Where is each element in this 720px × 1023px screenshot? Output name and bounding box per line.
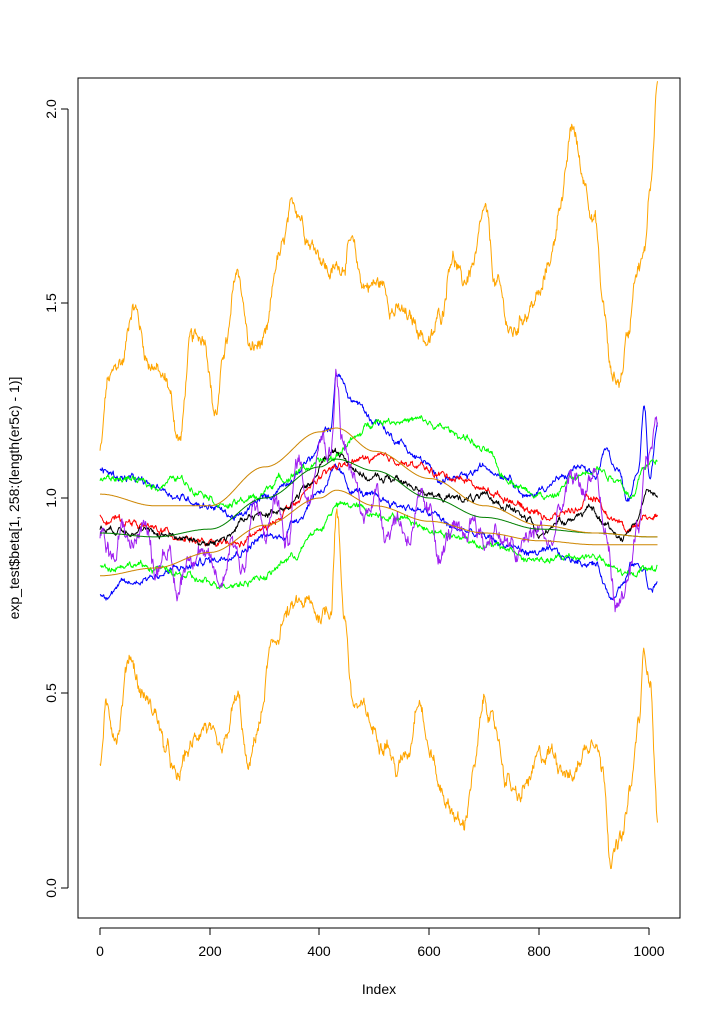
x-tick-label: 0 (96, 943, 104, 959)
y-axis: 0.0 0.5 1.0 1.5 2.0 (43, 99, 69, 898)
series-layer (99, 81, 658, 870)
y-tick: 1.5 (43, 293, 68, 313)
x-tick-label: 800 (527, 943, 551, 959)
y-tick-label: 2.0 (43, 99, 59, 119)
x-tick: 0 (96, 928, 104, 959)
series-line-1 (99, 508, 658, 870)
y-tick-label: 0.0 (43, 878, 59, 898)
series-line-8 (99, 368, 658, 613)
y-tick: 0.5 (43, 683, 68, 703)
series-line-9 (100, 458, 658, 538)
series-line-10 (100, 427, 658, 538)
x-tick-label: 200 (198, 943, 222, 959)
y-tick: 1.0 (43, 488, 68, 508)
series-line-5 (99, 500, 658, 590)
series-line-11 (100, 489, 658, 577)
x-axis-label: Index (362, 981, 396, 997)
x-tick: 800 (527, 928, 551, 959)
x-tick-label: 600 (417, 943, 441, 959)
y-tick: 2.0 (43, 99, 68, 119)
x-axis: 0 200 400 600 800 1000 (96, 927, 665, 959)
y-tick-label: 0.5 (43, 683, 59, 703)
plot-frame (77, 77, 681, 919)
series-line-7 (99, 447, 658, 547)
series-line-4 (99, 415, 658, 509)
y-tick-label: 1.5 (43, 293, 59, 313)
x-tick: 600 (417, 928, 441, 959)
x-tick: 200 (198, 928, 222, 959)
x-tick: 400 (307, 928, 331, 959)
y-tick-label: 1.0 (43, 488, 59, 508)
x-tick: 1000 (633, 928, 665, 959)
y-axis-label: exp_test$beta[1, 258:(length(er5c) - 1)] (6, 377, 22, 620)
x-tick-label: 1000 (633, 943, 664, 959)
series-line-0 (99, 81, 658, 451)
x-tick-label: 400 (307, 943, 331, 959)
y-tick: 0.0 (43, 878, 68, 898)
